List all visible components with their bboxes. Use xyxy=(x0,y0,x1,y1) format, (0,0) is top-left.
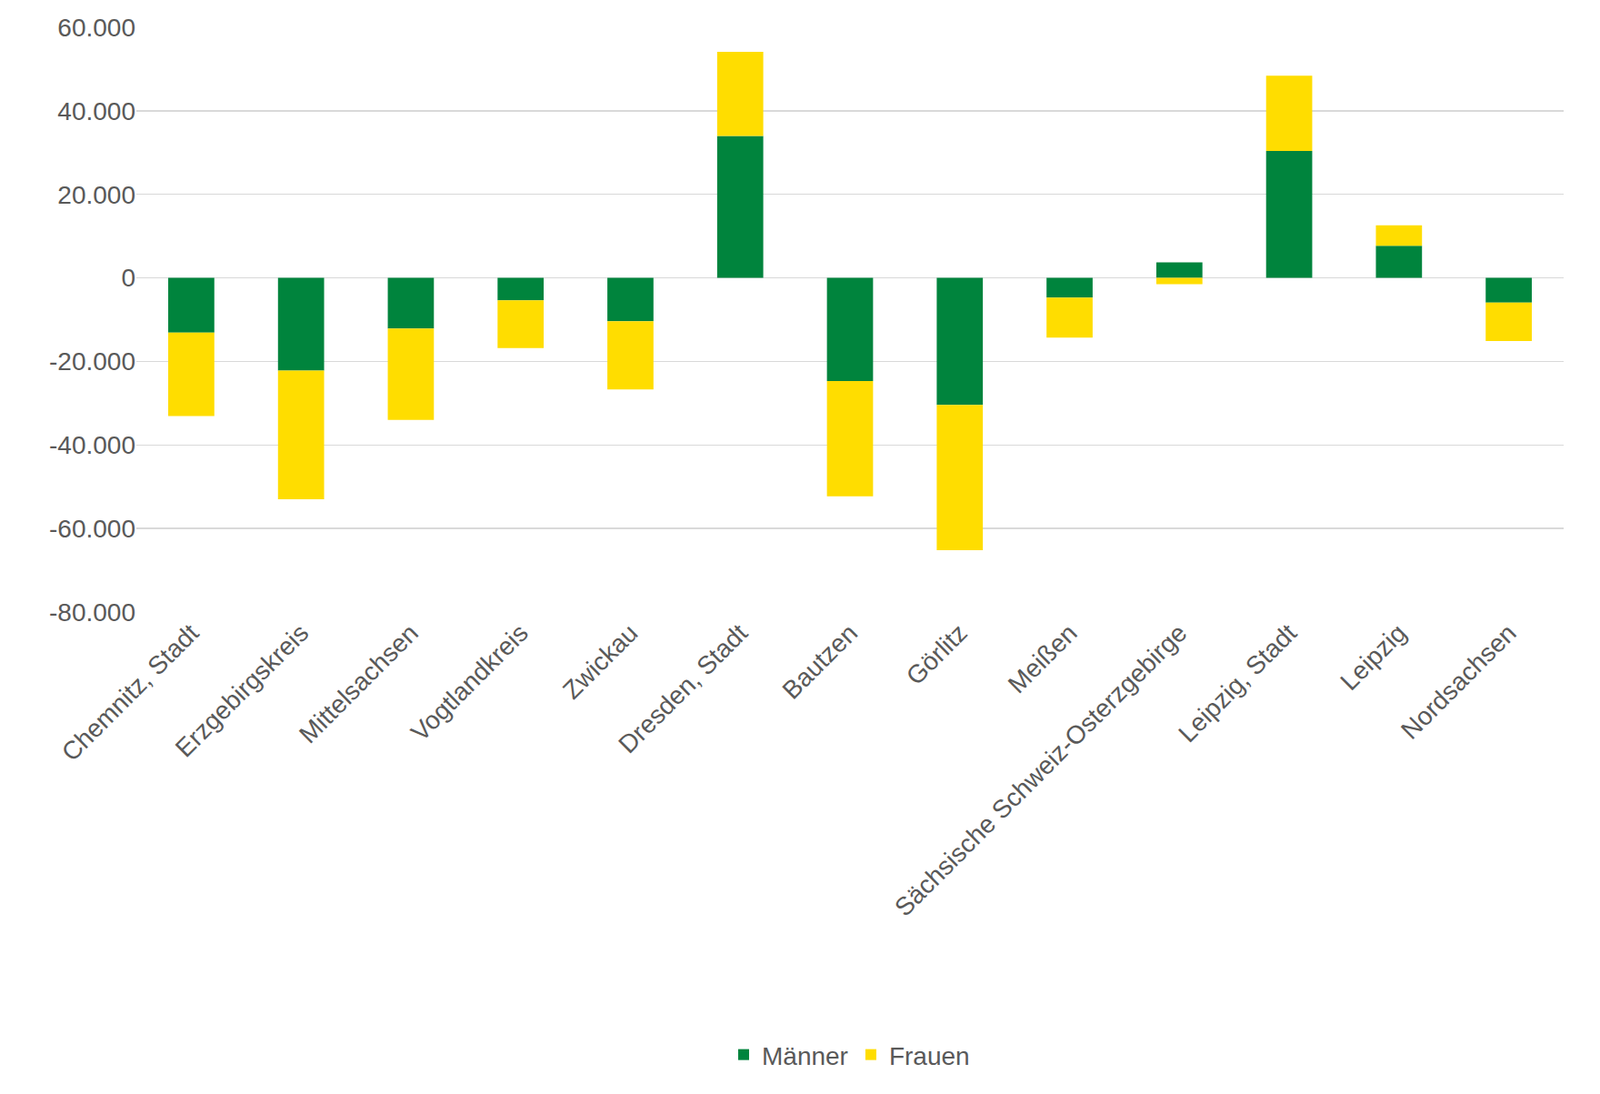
svg-text:20.000: 20.000 xyxy=(57,180,136,210)
svg-text:-80.000: -80.000 xyxy=(49,598,136,627)
svg-text:40.000: 40.000 xyxy=(57,97,136,126)
svg-text:Zwickau: Zwickau xyxy=(557,618,644,705)
svg-text:Leipzig, Stadt: Leipzig, Stadt xyxy=(1172,618,1302,748)
svg-text:Erzgebirgskreis: Erzgebirgskreis xyxy=(170,618,314,762)
svg-text:Leipzig: Leipzig xyxy=(1334,618,1412,696)
svg-text:Frauen: Frauen xyxy=(889,1041,970,1070)
svg-text:Sächsische Schweiz-Osterzgebir: Sächsische Schweiz-Osterzgebirge xyxy=(889,618,1192,921)
svg-text:Chemnitz, Stadt: Chemnitz, Stadt xyxy=(56,618,205,767)
svg-text:Meißen: Meißen xyxy=(1002,618,1083,699)
svg-text:-20.000: -20.000 xyxy=(49,347,136,376)
svg-text:Männer: Männer xyxy=(761,1041,849,1070)
svg-text:Mittelsachsen: Mittelsachsen xyxy=(293,618,424,749)
svg-text:-60.000: -60.000 xyxy=(49,514,136,543)
svg-text:Vogtlandkreis: Vogtlandkreis xyxy=(405,618,534,747)
svg-text:Dresden, Stadt: Dresden, Stadt xyxy=(612,618,753,759)
svg-text:60.000: 60.000 xyxy=(57,13,136,42)
svg-text:Bautzen: Bautzen xyxy=(777,618,864,705)
svg-text:0: 0 xyxy=(120,263,136,292)
svg-text:Nordsachsen: Nordsachsen xyxy=(1395,618,1522,745)
svg-text:-40.000: -40.000 xyxy=(49,430,136,460)
svg-text:Görlitz: Görlitz xyxy=(900,618,973,690)
